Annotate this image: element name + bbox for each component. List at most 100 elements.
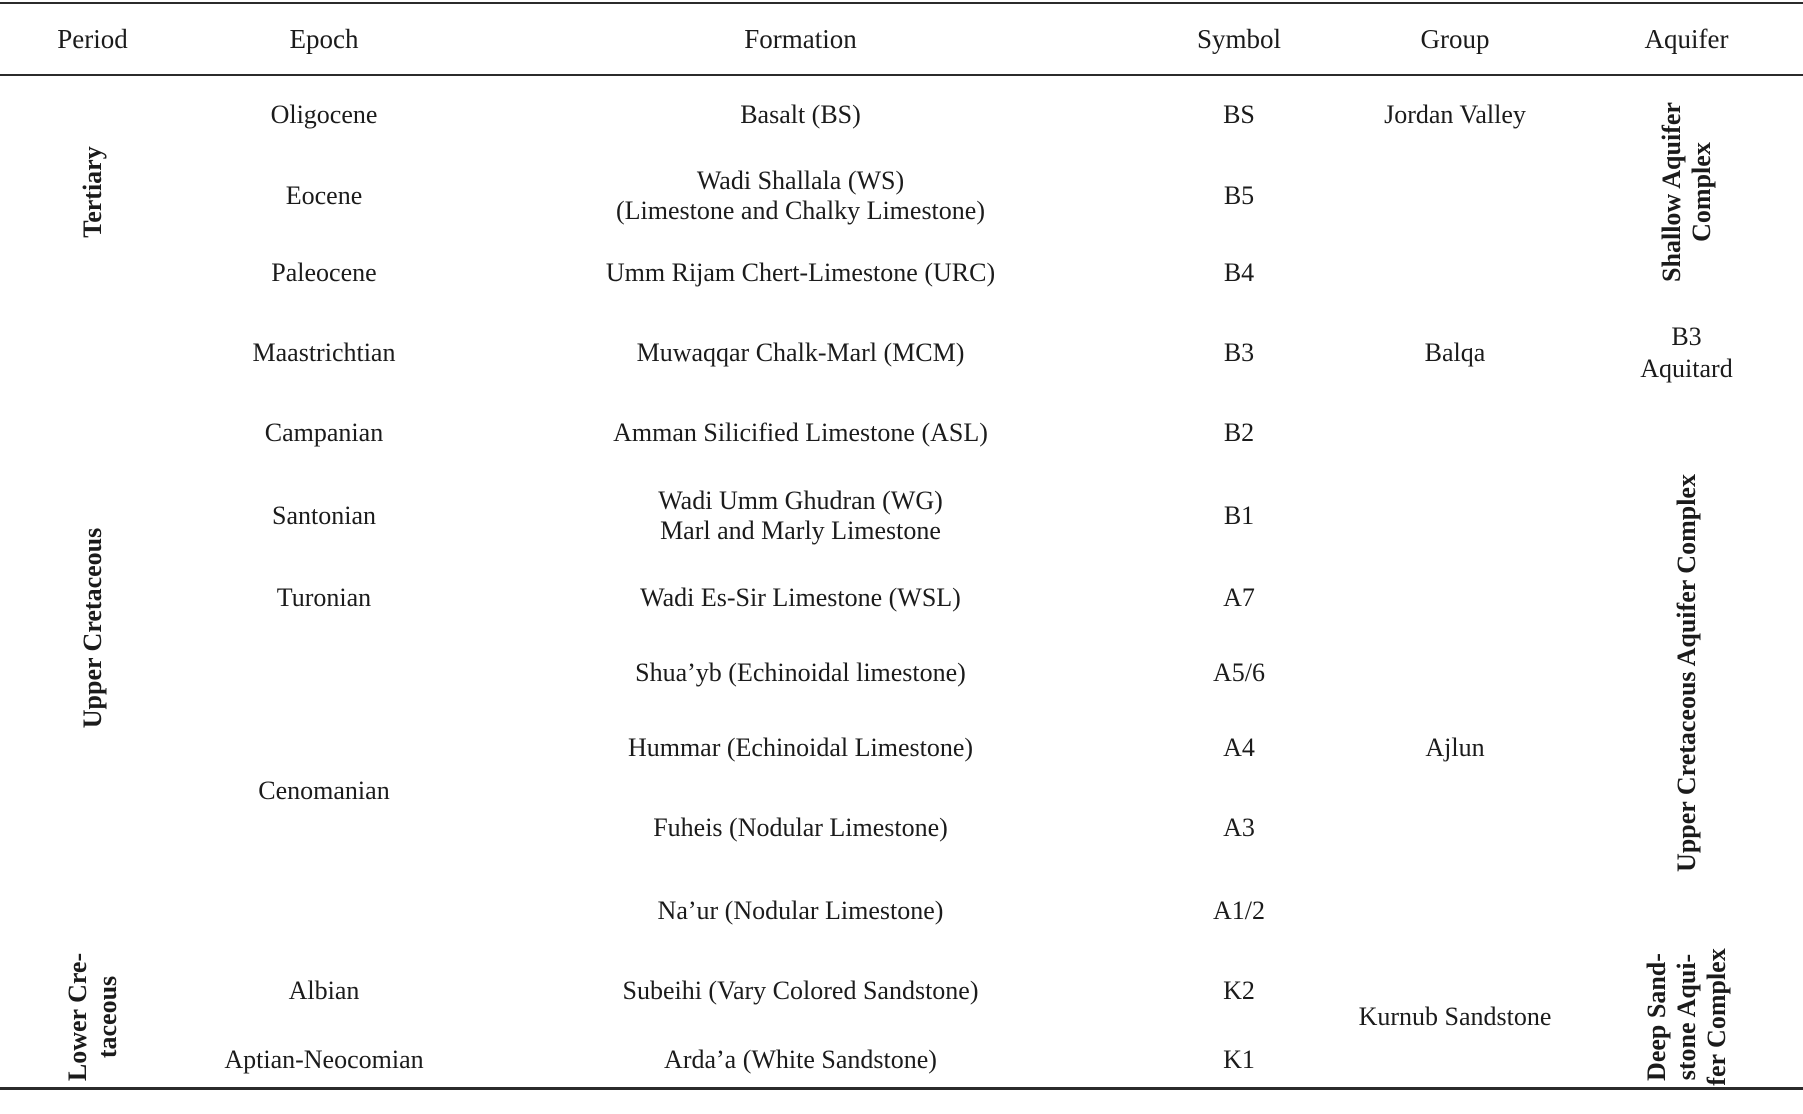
group-cell	[1340, 783, 1570, 873]
table-row: Hummar (Echinoidal Limestone) A4 Ajlun	[0, 713, 1803, 783]
table-row: Paleocene Umm Rijam Chert-Limestone (URC…	[0, 238, 1803, 308]
group-cell	[1340, 873, 1570, 948]
text-line: Muwaqqar Chalk-Marl (MCM)	[636, 338, 965, 367]
formation-cell: Amman Silicified Limestone (ASL)	[463, 398, 1138, 468]
symbol-cell: B3	[1223, 338, 1255, 367]
formation-cell: Wadi Es-Sir Limestone (WSL)	[463, 563, 1138, 633]
text-line: Upper Cretaceous Aquifer Complex	[1671, 474, 1701, 872]
formation-cell: Shua’yb (Echinoidal limestone)	[463, 633, 1138, 713]
text-line: Fuheis (Nodular Limestone)	[653, 813, 948, 842]
column-header-group: Group	[1340, 3, 1570, 76]
table-row: Turonian Wadi Es-Sir Limestone (WSL) A7	[0, 563, 1803, 633]
symbol-cell: B4	[1223, 258, 1255, 287]
bottom-rule-gap	[1336, 1091, 1344, 1095]
text-line: Wadi Es-Sir Limestone (WSL)	[640, 583, 961, 612]
group-cell: Balqa	[1424, 338, 1486, 367]
formation-cell: Hummar (Echinoidal Limestone)	[463, 713, 1138, 783]
aquifer-cell-b3-aquitard: B3 Aquitard	[1570, 308, 1803, 398]
text-line: Marl and Marly Limestone	[660, 515, 941, 545]
table-row: Cenomanian Shua’yb (Echinoidal limestone…	[0, 633, 1803, 805]
group-cell	[1340, 468, 1570, 563]
epoch-cell: Albian	[288, 975, 360, 1005]
symbol-cell: A1/2	[1213, 895, 1265, 925]
table-row: Tertiary Oligocene Basalt (BS) BS Jordan…	[0, 75, 1803, 282]
symbol-cell: B1	[1223, 500, 1255, 530]
text-line: Tertiary	[77, 146, 107, 238]
formation-cell: Muwaqqar Chalk-Marl (MCM)	[463, 308, 1138, 398]
symbol-cell: B2	[1223, 418, 1255, 447]
text-line: Wadi Shallala (WS)	[696, 165, 905, 195]
text-line: Deep Sand-	[1641, 953, 1671, 1082]
aquifer-cell-deep-sandstone: Deep Sand- stone Aqui- fer Complex	[1570, 948, 1803, 1088]
stratigraphy-table: Period Epoch Formation Symbol Group Aqui…	[0, 2, 1803, 1090]
bottom-rule-gap	[1134, 1091, 1142, 1095]
symbol-cell: A7	[1223, 583, 1255, 612]
formation-cell: Subeihi (Vary Colored Sandstone)	[463, 948, 1138, 1033]
column-header-symbol: Symbol	[1138, 3, 1340, 76]
group-cell-kurnub: Kurnub Sandstone	[1358, 1002, 1552, 1032]
aquifer-label: Deep Sand- stone Aqui- fer Complex	[1642, 949, 1732, 1086]
formation-cell: Wadi Shallala (WS) (Limestone and Chalky…	[463, 153, 1138, 238]
text-line: Hummar (Echinoidal Limestone)	[627, 733, 974, 762]
table-row: Eocene Wadi Shallala (WS) (Limestone and…	[0, 153, 1803, 238]
group-cell	[1340, 153, 1570, 238]
period-cell-upper-cretaceous: Upper Cretaceous	[0, 308, 185, 948]
text-line: Subeihi (Vary Colored Sandstone)	[622, 975, 979, 1005]
stratigraphy-table-figure: Period Epoch Formation Symbol Group Aqui…	[0, 2, 1803, 1090]
text-line: Complex	[1686, 142, 1716, 242]
symbol-cell: K1	[1223, 1044, 1255, 1074]
epoch-cell: Oligocene	[270, 99, 378, 129]
text-line: Shallow Aquifer	[1656, 102, 1686, 282]
formation-cell: Na’ur (Nodular Limestone)	[463, 873, 1138, 948]
text-line: B3	[1671, 322, 1702, 351]
epoch-cell: Paleocene	[271, 258, 377, 287]
period-label: Tertiary	[78, 146, 108, 237]
text-line: Upper Cretaceous	[77, 527, 107, 729]
column-header-period: Period	[0, 3, 185, 76]
bottom-rule-gap	[459, 1091, 467, 1095]
aquifer-label: Shallow Aquifer Complex	[1657, 102, 1717, 282]
text-line: (Limestone and Chalky Limestone)	[616, 195, 985, 225]
formation-cell: Fuheis (Nodular Limestone)	[463, 783, 1138, 873]
symbol-cell: B5	[1223, 180, 1255, 210]
group-cell	[1340, 238, 1570, 308]
table-row: Fuheis (Nodular Limestone) A3	[0, 783, 1803, 873]
text-line: Arda’a (White Sandstone)	[664, 1044, 937, 1074]
table-row: Na’ur (Nodular Limestone) A1/2	[0, 873, 1803, 948]
text-line: Wadi Umm Ghudran (WG)	[658, 485, 943, 515]
text-line: fer Complex	[1701, 948, 1731, 1086]
group-cell: Jordan Valley	[1384, 99, 1526, 129]
group-cell: Ajlun	[1425, 733, 1485, 762]
aquifer-cell-shallow: Shallow Aquifer Complex	[1570, 75, 1803, 308]
period-cell-lower-cretaceous: Lower Cre- taceous	[0, 948, 185, 1088]
period-label: Lower Cre- taceous	[63, 953, 123, 1081]
group-cell	[1340, 563, 1570, 633]
epoch-cell: Campanian	[264, 418, 384, 447]
formation-cell: Arda’a (White Sandstone)	[463, 1033, 1138, 1088]
table-row: Lower Cre- taceous Albian Subeihi (Vary …	[0, 948, 1803, 1086]
table-row: Campanian Amman Silicified Limestone (AS…	[0, 398, 1803, 872]
text-line: Na’ur (Nodular Limestone)	[657, 895, 944, 925]
symbol-cell: BS	[1223, 99, 1255, 129]
aquifer-label: Upper Cretaceous Aquifer Complex	[1672, 474, 1702, 872]
text-line: Shua’yb (Echinoidal limestone)	[635, 658, 966, 687]
text-line: Amman Silicified Limestone (ASL)	[613, 418, 988, 447]
epoch-cell: Eocene	[285, 180, 363, 210]
formation-cell: Umm Rijam Chert-Limestone (URC)	[463, 238, 1138, 308]
epoch-cell: Maastrichtian	[252, 338, 396, 367]
epoch-cell: Turonian	[276, 583, 372, 612]
aquifer-label: B3 Aquitard	[1570, 321, 1803, 385]
epoch-cell: Aptian-Neocomian	[224, 1044, 424, 1074]
table-row: Upper Cretaceous Maastrichtian Muwaqqar …	[0, 308, 1803, 728]
bottom-rule-gap	[1566, 1091, 1574, 1095]
formation-cell: Basalt (BS)	[463, 75, 1138, 153]
formation-cell: Wadi Umm Ghudran (WG) Marl and Marly Lim…	[463, 468, 1138, 563]
epoch-cell-cenomanian: Cenomanian	[258, 775, 390, 805]
text-line: Aquitard	[1640, 354, 1733, 383]
symbol-cell: A5/6	[1213, 658, 1265, 687]
table-row: Santonian Wadi Umm Ghudran (WG) Marl and…	[0, 468, 1803, 563]
period-label: Upper Cretaceous	[78, 528, 108, 729]
aquifer-cell-upper-cretaceous: Upper Cretaceous Aquifer Complex	[1570, 398, 1803, 948]
column-header-aquifer: Aquifer	[1570, 3, 1803, 76]
group-cell	[1340, 633, 1570, 713]
